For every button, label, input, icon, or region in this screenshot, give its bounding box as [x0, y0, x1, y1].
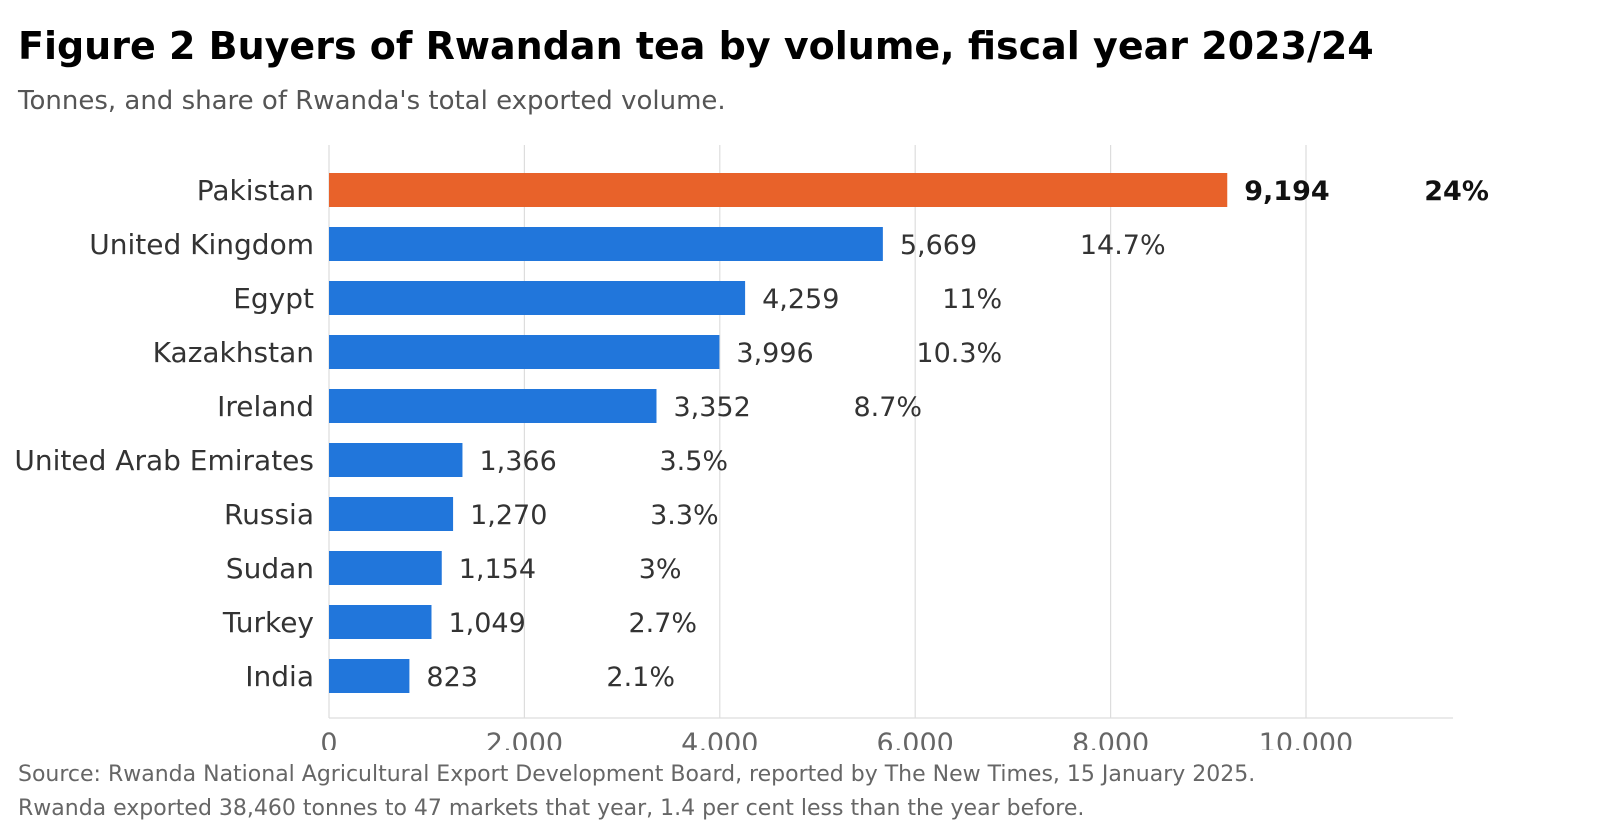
value-label-ireland: 3,352 [673, 392, 750, 423]
bar-sudan [329, 551, 442, 585]
share-label-kazakhstan: 10.3% [916, 338, 1002, 369]
value-label-pakistan: 9,194 [1244, 176, 1329, 207]
share-label-ireland: 8.7% [853, 392, 922, 423]
value-label-sudan: 1,154 [459, 554, 536, 585]
bar-turkey [329, 605, 432, 639]
chart-subtitle: Tonnes, and share of Rwanda's total expo… [18, 86, 726, 116]
share-label-turkey: 2.7% [628, 608, 697, 639]
share-label-russia: 3.3% [650, 500, 719, 531]
bar-pakistan [329, 173, 1228, 207]
share-label-egypt: 11% [942, 284, 1002, 315]
source-line: Source: Rwanda National Agricultural Exp… [18, 762, 1256, 787]
bar-layer [329, 173, 1228, 693]
value-label-united-kingdom: 5,669 [900, 230, 977, 261]
bar-chart: Pakistan 9,194 24% United Kingdom 5,669 14.7%… [14, 145, 1489, 750]
value-label-kazakhstan: 3,996 [736, 338, 813, 369]
x-tick-label-10,000: 10,000 [1259, 728, 1353, 750]
share-label-india: 2.1% [606, 662, 675, 693]
bar-united-kingdom [329, 227, 883, 261]
category-label-egypt: Egypt [233, 282, 314, 315]
bar-russia [329, 497, 454, 531]
value-label-turkey: 1,049 [448, 608, 525, 639]
value-label-india: 823 [426, 662, 478, 693]
category-label-united-kingdom: United Kingdom [89, 228, 314, 261]
value-label-egypt: 4,259 [762, 284, 839, 315]
share-label-united-kingdom: 14.7% [1080, 230, 1166, 261]
bar-united-arab-emirates [329, 443, 463, 477]
x-tick-label-8,000: 8,000 [1072, 728, 1149, 750]
category-label-turkey: Turkey [222, 606, 314, 639]
category-label-sudan: Sudan [226, 552, 314, 585]
chart-title: Figure 2 Buyers of Rwandan tea by volume… [18, 24, 1374, 68]
share-label-united-arab-emirates: 3.5% [659, 446, 728, 477]
x-tick-label-4,000: 4,000 [681, 728, 758, 750]
source-note: Source: Rwanda National Agricultural Exp… [18, 758, 1255, 826]
value-label-russia: 1,270 [470, 500, 547, 531]
category-label-russia: Russia [224, 498, 314, 531]
category-label-pakistan: Pakistan [197, 174, 314, 207]
category-label-india: India [245, 660, 314, 693]
bar-egypt [329, 281, 746, 315]
footnote-line: Rwanda exported 38,460 tonnes to 47 mark… [18, 796, 1085, 821]
category-label-ireland: Ireland [217, 390, 314, 423]
x-tick-label-2,000: 2,000 [486, 728, 563, 750]
label-layer: Pakistan 9,194 24% United Kingdom 5,669 14.7%… [14, 174, 1489, 693]
share-label-pakistan: 24% [1424, 176, 1489, 207]
bar-kazakhstan [329, 335, 720, 369]
bar-india [329, 659, 410, 693]
category-label-united-arab-emirates: United Arab Emirates [14, 444, 314, 477]
bar-ireland [329, 389, 657, 423]
share-label-sudan: 3% [639, 554, 682, 585]
x-axis: 0 2,000 4,000 6,000 8,000 10,000 [320, 728, 1353, 750]
value-label-united-arab-emirates: 1,366 [479, 446, 556, 477]
x-tick-label-0: 0 [320, 728, 337, 750]
category-label-kazakhstan: Kazakhstan [153, 336, 314, 369]
x-tick-label-6,000: 6,000 [877, 728, 954, 750]
